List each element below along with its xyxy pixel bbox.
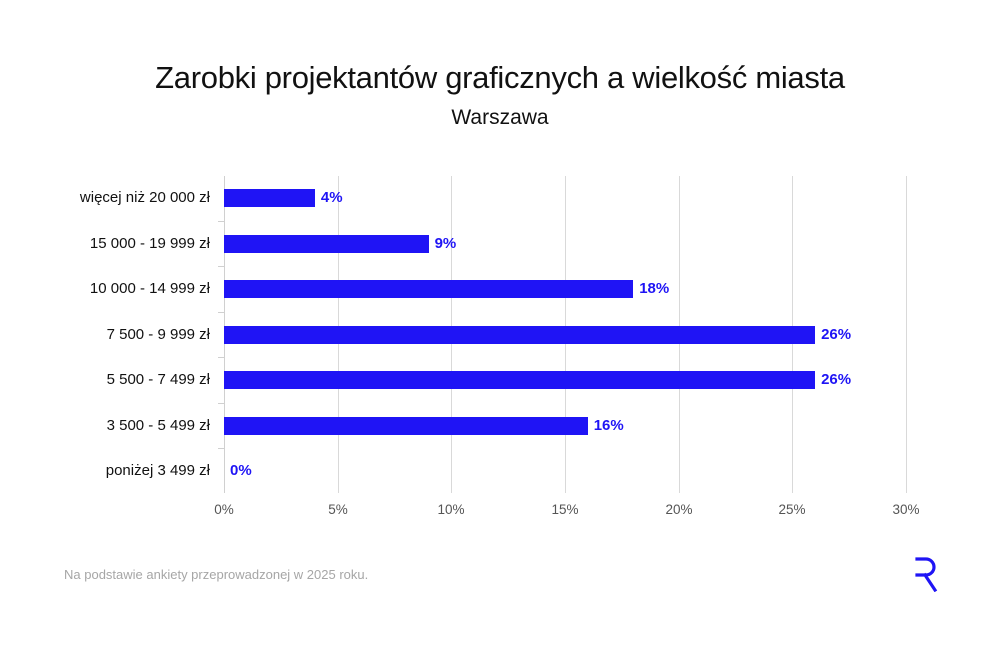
footnote: Na podstawie ankiety przeprowadzonej w 2… [64,567,369,582]
x-tick-label: 25% [778,502,806,517]
y-tick [218,312,224,313]
plot-area: 4% 9% 18% 26% 26% 16% 0% [218,176,907,493]
category-label: poniżej 3 499 zł [105,462,210,479]
x-tick-label: 15% [551,502,579,517]
value-label: 0% [230,462,252,479]
y-tick [218,266,224,267]
category-label: więcej niż 20 000 zł [79,189,210,206]
y-tick [218,403,224,404]
y-tick [218,357,224,358]
value-label: 9% [434,235,457,252]
bar [224,189,315,207]
x-tick-label: 10% [437,502,465,517]
bar [224,235,429,253]
y-tick [218,221,224,222]
y-tick [218,448,224,449]
category-label: 3 500 - 5 499 zł [106,417,210,434]
x-tick-label: 0% [214,502,234,517]
value-label: 18% [639,280,670,297]
category-label: 5 500 - 7 499 zł [106,371,210,388]
gridline [906,176,907,493]
bar [224,417,588,435]
r-logo-icon [915,557,938,592]
chart-title: Zarobki projektantów graficznych a wielk… [155,60,845,95]
value-label: 26% [821,326,852,343]
value-label: 4% [320,189,343,206]
bar [224,326,816,344]
x-tick-label: 5% [328,502,348,517]
value-label: 16% [593,417,624,434]
chart-subtitle: Warszawa [451,106,549,129]
category-label: 7 500 - 9 999 zł [106,326,210,343]
category-label: 10 000 - 14 999 zł [89,280,210,297]
value-label: 26% [821,371,852,388]
x-tick-label: 30% [892,502,920,517]
bar [224,280,634,298]
x-tick-label: 20% [665,502,693,517]
category-label: 15 000 - 19 999 zł [89,235,210,252]
bar [224,371,816,389]
